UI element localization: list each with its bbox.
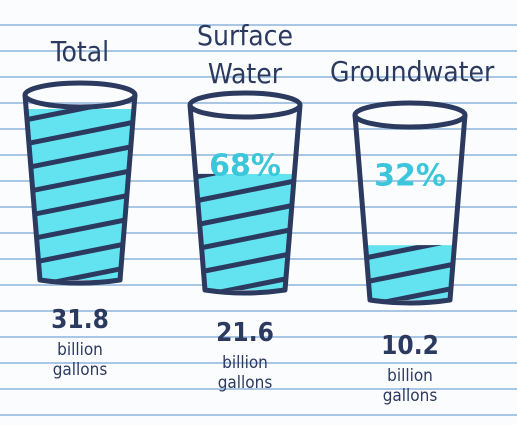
stripe xyxy=(26,140,134,174)
glass-rim xyxy=(352,100,468,130)
glass-rim xyxy=(22,80,138,110)
share-label: 32% xyxy=(374,159,446,194)
glass-rim xyxy=(187,90,303,120)
stripe xyxy=(10,0,150,3)
glass-outline xyxy=(22,94,138,286)
stripe xyxy=(26,116,134,150)
unit: billion gallons xyxy=(217,353,273,393)
amount: 10.2 xyxy=(381,331,439,361)
stripe xyxy=(340,0,480,23)
amount: 21.6 xyxy=(216,318,274,348)
water xyxy=(195,173,295,290)
unit: billion gallons xyxy=(52,340,108,380)
stripe xyxy=(26,109,134,126)
category-label: Total xyxy=(50,35,110,68)
share-label: 68% xyxy=(209,149,281,184)
stripe xyxy=(340,19,480,47)
unit: billion gallons xyxy=(382,366,438,406)
category-label: Groundwater xyxy=(330,55,495,88)
glass-fill xyxy=(340,0,480,300)
stripe xyxy=(195,173,295,184)
amount: 31.8 xyxy=(51,305,109,335)
stripe xyxy=(365,245,455,266)
glass-outline xyxy=(352,114,468,306)
glass-outline xyxy=(187,104,303,296)
stripe xyxy=(365,280,455,300)
stripe xyxy=(10,0,150,27)
stripe xyxy=(365,256,455,290)
stripe xyxy=(175,0,315,13)
category-label: Surface Water xyxy=(197,19,293,90)
